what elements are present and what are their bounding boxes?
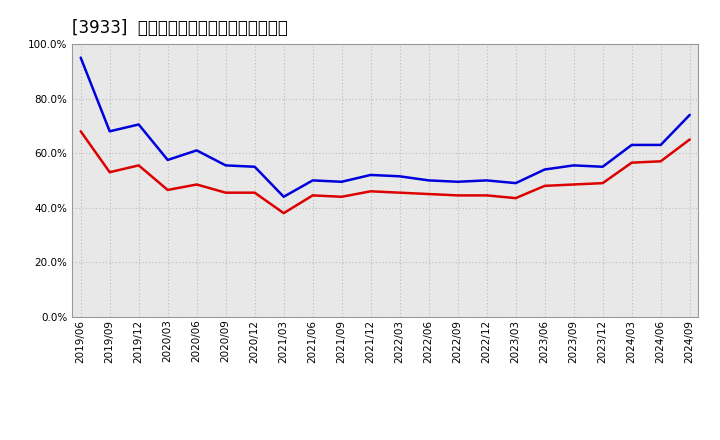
固定長期適合率	[251, 190, 259, 195]
固定長期適合率	[424, 191, 433, 197]
固定長期適合率	[279, 210, 288, 216]
固定長期適合率	[657, 159, 665, 164]
Line: 固定長期適合率: 固定長期適合率	[81, 131, 690, 213]
固定長期適合率	[541, 183, 549, 188]
固定長期適合率	[308, 193, 317, 198]
固定比率	[570, 163, 578, 168]
固定長期適合率	[366, 189, 375, 194]
固定比率	[511, 180, 520, 186]
固定比率	[105, 128, 114, 134]
固定比率	[76, 55, 85, 60]
固定長期適合率	[598, 180, 607, 186]
固定比率	[308, 178, 317, 183]
固定比率	[338, 179, 346, 184]
固定長期適合率	[395, 190, 404, 195]
固定比率	[279, 194, 288, 199]
固定比率	[482, 178, 491, 183]
固定長期適合率	[482, 193, 491, 198]
固定比率	[135, 122, 143, 127]
固定比率	[192, 148, 201, 153]
固定比率	[366, 172, 375, 178]
固定長期適合率	[570, 182, 578, 187]
固定長期適合率	[163, 187, 172, 193]
固定比率	[424, 178, 433, 183]
固定比率	[657, 142, 665, 147]
固定長期適合率	[135, 163, 143, 168]
固定比率	[251, 164, 259, 169]
固定長期適合率	[192, 182, 201, 187]
Legend: 固定比率, 固定長期適合率: 固定比率, 固定長期適合率	[273, 438, 498, 440]
Line: 固定比率: 固定比率	[81, 58, 690, 197]
固定長期適合率	[76, 128, 85, 134]
固定比率	[221, 163, 230, 168]
固定長期適合率	[454, 193, 462, 198]
固定長期適合率	[221, 190, 230, 195]
固定比率	[395, 174, 404, 179]
固定長期適合率	[511, 195, 520, 201]
固定長期適合率	[627, 160, 636, 165]
固定比率	[627, 142, 636, 147]
固定長期適合率	[338, 194, 346, 199]
固定比率	[454, 179, 462, 184]
固定長期適合率	[685, 137, 694, 142]
固定比率	[598, 164, 607, 169]
固定比率	[541, 167, 549, 172]
Text: [3933]  固定比率、固定長期適合率の推移: [3933] 固定比率、固定長期適合率の推移	[72, 19, 288, 37]
固定比率	[685, 112, 694, 117]
固定長期適合率	[105, 169, 114, 175]
固定比率	[163, 157, 172, 162]
